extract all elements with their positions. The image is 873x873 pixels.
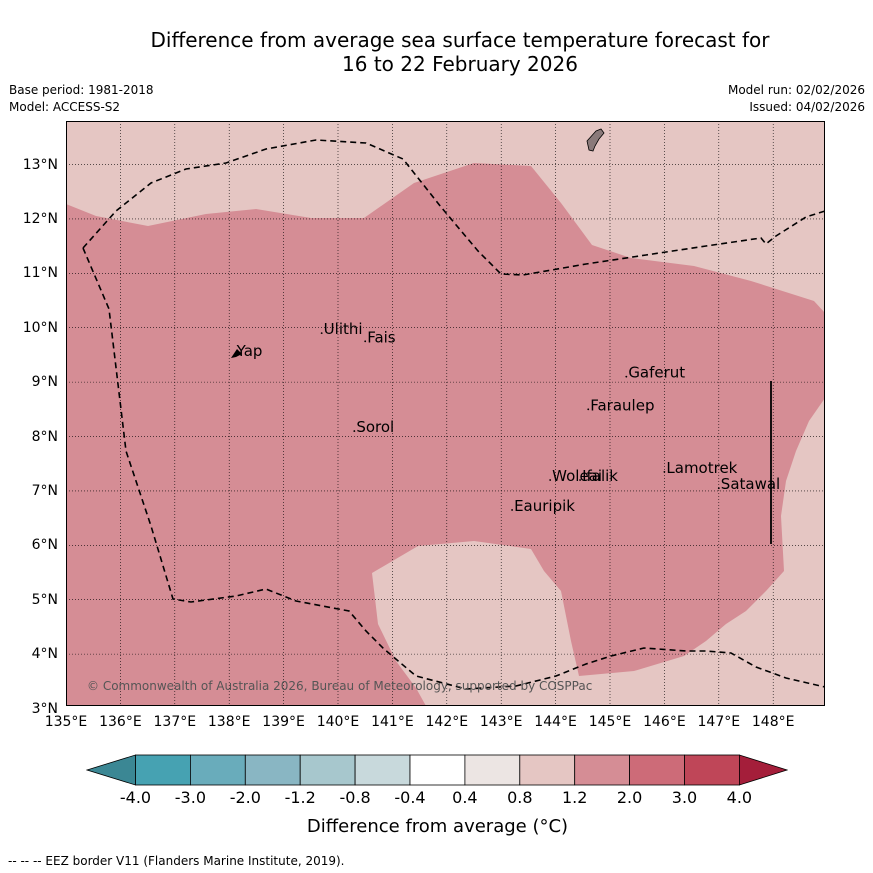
- place-label-woleai: Woleai: [552, 467, 602, 485]
- base-period: Base period: 1981-2018: [9, 83, 154, 97]
- place-label-sorol: Sorol: [356, 418, 394, 436]
- colorbar-tick-label: -0.4: [394, 788, 426, 807]
- lat-tick-label: 7°N: [31, 482, 58, 499]
- sst-anomaly-map: Yap Ulithi Fais Gaferut Faraulep Sorol Lamotre…: [66, 121, 825, 706]
- issued-date: Issued: 04/02/2026: [749, 100, 865, 114]
- colorbar-segment: [244, 754, 301, 786]
- lat-tick-label: 8°N: [31, 428, 58, 445]
- lon-tick-label: 146°E: [643, 714, 686, 730]
- lon-tick-label: 144°E: [534, 714, 577, 730]
- colorbar-segment: [354, 754, 411, 786]
- colorbar: [86, 754, 788, 786]
- lat-tick-label: 9°N: [31, 374, 58, 391]
- place-marker: [320, 332, 323, 335]
- graticule: [66, 121, 825, 706]
- place-label-ulithi: Ulithi: [324, 320, 363, 338]
- lat-tick-label: 5°N: [31, 591, 58, 608]
- lat-tick-label: 4°N: [31, 646, 58, 663]
- lat-tick-label: 3°N: [31, 700, 58, 717]
- place-marker: [233, 354, 236, 356]
- colorbar-tick-label: -3.0: [174, 788, 206, 807]
- place-marker: [549, 479, 552, 481]
- place-label-lamotrek: Lamotrek: [666, 459, 737, 477]
- lon-tick-label: 145°E: [588, 714, 632, 730]
- colorbar-segment: [135, 754, 191, 786]
- chart-title-line1: Difference from average sea surface temp…: [150, 28, 770, 52]
- model-run: Model run: 02/02/2026: [727, 83, 865, 97]
- place-marker: [717, 487, 720, 490]
- lat-tick-label: 6°N: [31, 537, 58, 554]
- place-marker: [587, 408, 590, 411]
- lon-tick-label: 138°E: [207, 714, 251, 730]
- anomaly-region-1.2-2.0: [66, 163, 825, 706]
- place-label-gaferut: Gaferut: [628, 364, 685, 382]
- chart-title-line2: 16 to 22 February 2026: [342, 52, 578, 76]
- place-label-faraulep: Faraulep: [590, 396, 654, 414]
- place-marker: [625, 375, 628, 378]
- colorbar-segment: [464, 754, 521, 786]
- copyright-text: © Commonwealth of Australia 2026, Bureau…: [87, 679, 592, 693]
- lon-tick-label: 148°E: [751, 714, 795, 730]
- place-label-satawal: Satawal: [721, 475, 780, 493]
- colorbar-tick-label: 4.0: [726, 788, 753, 807]
- colorbar-segment: [684, 754, 740, 786]
- lon-tick-label: 137°E: [153, 714, 197, 730]
- place-label-fais: Fais: [367, 328, 396, 346]
- guam-land: [586, 128, 605, 152]
- colorbar-tick-label: 2.0: [616, 788, 643, 807]
- colorbar-under-arrow: [86, 754, 136, 786]
- lon-tick-label: 136°E: [99, 714, 142, 730]
- colorbar-tick-label: 0.8: [507, 788, 533, 807]
- place-marker: [364, 340, 367, 343]
- lat-tick-label: 13°N: [22, 156, 58, 173]
- lat-tick-label: 12°N: [22, 210, 58, 227]
- lon-tick-label: 147°E: [697, 714, 741, 730]
- lon-tick-label: 143°E: [479, 714, 523, 730]
- eez-border: [82, 139, 825, 690]
- colorbar-over-arrow: [739, 754, 788, 786]
- colorbar-title: Difference from average (°C): [306, 816, 569, 837]
- colorbar-segment: [629, 754, 685, 786]
- map-frame: [66, 121, 825, 706]
- colorbar-segment: [519, 754, 576, 786]
- place-marker: [511, 509, 513, 511]
- colorbar-tick-label: -0.8: [339, 788, 371, 807]
- lat-tick-label: 10°N: [22, 319, 58, 336]
- colorbar-tick-label: 1.2: [561, 788, 588, 807]
- place-label-ifalik: Ifalik: [582, 467, 618, 485]
- colorbar-tick-label: 3.0: [671, 788, 698, 807]
- place-marker: [353, 430, 356, 432]
- lon-tick-label: 142°E: [425, 714, 469, 730]
- colorbar-segment: [574, 754, 631, 786]
- lon-tick-label: 135°E: [44, 714, 88, 730]
- place-marker: [663, 470, 666, 473]
- place-labels: Yap Ulithi Fais Gaferut Faraulep Sorol Lamotre…: [233, 320, 780, 515]
- yap-land: [231, 349, 242, 358]
- colorbar-segment: [409, 754, 466, 786]
- lon-tick-label: 141°E: [371, 714, 414, 730]
- colorbar-tick-label: -2.0: [229, 788, 261, 807]
- lat-tick-label: 11°N: [22, 265, 58, 282]
- lon-tick-label: 140°E: [316, 714, 360, 730]
- colorbar-segment: [299, 754, 356, 786]
- place-label-eauripik: Eauripik: [514, 497, 575, 515]
- model-name: Model: ACCESS-S2: [9, 100, 121, 114]
- eez-footnote: -- -- -- EEZ border V11 (Flanders Marine…: [8, 854, 345, 868]
- colorbar-tick-label: -1.2: [284, 788, 316, 807]
- colorbar-tick-label: -4.0: [119, 788, 152, 807]
- colorbar-segment: [190, 754, 246, 786]
- lon-tick-label: 139°E: [262, 714, 305, 730]
- place-label-yap: Yap: [236, 342, 263, 360]
- colorbar-tick-label: 0.4: [452, 788, 478, 807]
- place-marker: [579, 479, 581, 481]
